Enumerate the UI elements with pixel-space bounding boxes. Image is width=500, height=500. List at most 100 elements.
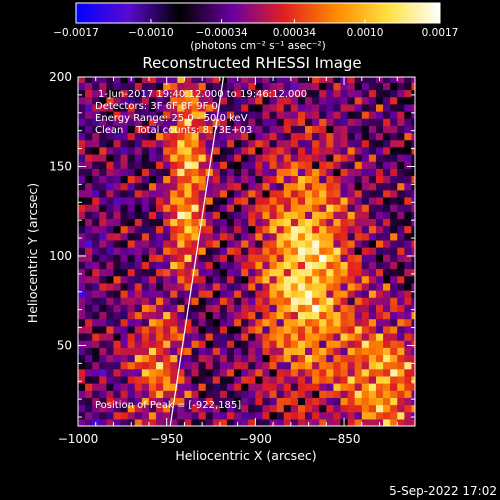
heatmap-cell	[241, 282, 249, 291]
heatmap-cell	[312, 347, 320, 356]
heatmap-cell	[312, 182, 320, 191]
heatmap-cell	[156, 275, 164, 284]
heatmap-cell	[156, 332, 164, 341]
heatmap-cell	[106, 211, 115, 219]
heatmap-cell	[333, 354, 342, 363]
heatmap-cell	[241, 254, 249, 262]
heatmap-cell	[305, 282, 313, 291]
heatmap-cell	[184, 82, 193, 91]
heatmap-cell	[361, 261, 370, 270]
heatmap-cell	[368, 282, 377, 291]
heatmap-cell	[326, 125, 335, 134]
heatmap-cell	[297, 182, 306, 191]
heatmap-cell	[184, 239, 193, 248]
heatmap-cell	[219, 418, 228, 426]
heatmap-cell	[177, 168, 186, 177]
heatmap-cell	[262, 361, 271, 370]
heatmap-cell	[404, 189, 413, 198]
heatmap-cell	[326, 247, 335, 255]
heatmap-cell	[113, 332, 122, 341]
heatmap-cell	[326, 182, 335, 191]
heatmap-cell	[163, 82, 171, 91]
heatmap-cell	[191, 96, 200, 105]
heatmap-cell	[404, 89, 413, 98]
heatmap-cell	[276, 311, 285, 320]
heatmap-cell	[347, 247, 356, 255]
heatmap-cell	[120, 340, 129, 348]
heatmap-cell	[276, 268, 285, 277]
heatmap-cell	[191, 297, 200, 305]
heatmap-cell	[390, 153, 398, 162]
heatmap-cell	[248, 132, 256, 141]
heatmap-cell	[397, 375, 405, 384]
heatmap-cell	[234, 232, 242, 241]
heatmap-cell	[170, 111, 178, 119]
heatmap-cell	[390, 304, 398, 313]
heatmap-cell	[219, 340, 228, 348]
heatmap-cell	[255, 254, 264, 262]
heatmap-cell	[383, 218, 391, 227]
heatmap-cell	[248, 361, 256, 370]
heatmap-cell	[262, 254, 271, 262]
heatmap-cell	[99, 397, 107, 406]
heatmap-cell	[212, 418, 221, 426]
heatmap-cell	[191, 368, 200, 377]
heatmap-cell	[319, 411, 327, 420]
heatmap-cell	[347, 96, 356, 105]
heatmap-cell	[156, 204, 164, 212]
heatmap-cell	[127, 204, 136, 212]
heatmap-cell	[148, 375, 157, 384]
heatmap-cell	[205, 196, 214, 205]
heatmap-cell	[212, 204, 221, 212]
heatmap-cell	[92, 96, 100, 105]
heatmap-cell	[404, 354, 413, 363]
heatmap-cell	[205, 111, 214, 119]
y-axis-label: Heliocentric Y (arcsec)	[25, 183, 40, 323]
heatmap-cell	[276, 340, 285, 348]
heatmap-cell	[219, 282, 228, 291]
heatmap-cell	[99, 418, 107, 426]
heatmap-cell	[127, 325, 136, 334]
heatmap-cell	[347, 289, 356, 298]
heatmap-cell	[141, 211, 150, 219]
heatmap-cell	[170, 390, 178, 398]
heatmap-cell	[297, 261, 306, 270]
heatmap-cell	[390, 254, 398, 262]
heatmap-cell	[170, 340, 178, 348]
heatmap-cell	[92, 146, 100, 155]
heatmap-cell	[390, 325, 398, 334]
heatmap-cell	[290, 89, 299, 98]
heatmap-cell	[283, 175, 292, 184]
heatmap-cell	[113, 225, 122, 234]
heatmap-cell	[163, 261, 171, 270]
heatmap-cell	[234, 325, 242, 334]
heatmap-cell	[85, 189, 93, 198]
heatmap-cell	[333, 404, 342, 413]
heatmap-cell	[262, 111, 271, 119]
heatmap-cell	[269, 182, 278, 191]
heatmap-cell	[113, 247, 122, 255]
heatmap-cell	[361, 204, 370, 212]
heatmap-cell	[113, 218, 122, 227]
heatmap-cell	[184, 225, 193, 234]
heatmap-cell	[99, 268, 107, 277]
heatmap-cell	[319, 96, 327, 105]
heatmap-cell	[177, 118, 186, 126]
heatmap-cell	[234, 318, 242, 327]
heatmap-cell	[290, 182, 299, 191]
heatmap-cell	[262, 225, 271, 234]
heatmap-cell	[390, 82, 398, 91]
heatmap-cell	[347, 111, 356, 119]
heatmap-cell	[212, 247, 221, 255]
heatmap-cell	[305, 297, 313, 305]
heatmap-cell	[269, 247, 278, 255]
heatmap-cell	[368, 82, 377, 91]
heatmap-cell	[148, 289, 157, 298]
heatmap-cell	[120, 354, 129, 363]
heatmap-cell	[78, 411, 86, 420]
heatmap-cell	[283, 82, 292, 91]
heatmap-cell	[106, 411, 115, 420]
heatmap-cell	[319, 139, 327, 148]
heatmap-cell	[198, 132, 207, 141]
heatmap-cell	[297, 239, 306, 248]
